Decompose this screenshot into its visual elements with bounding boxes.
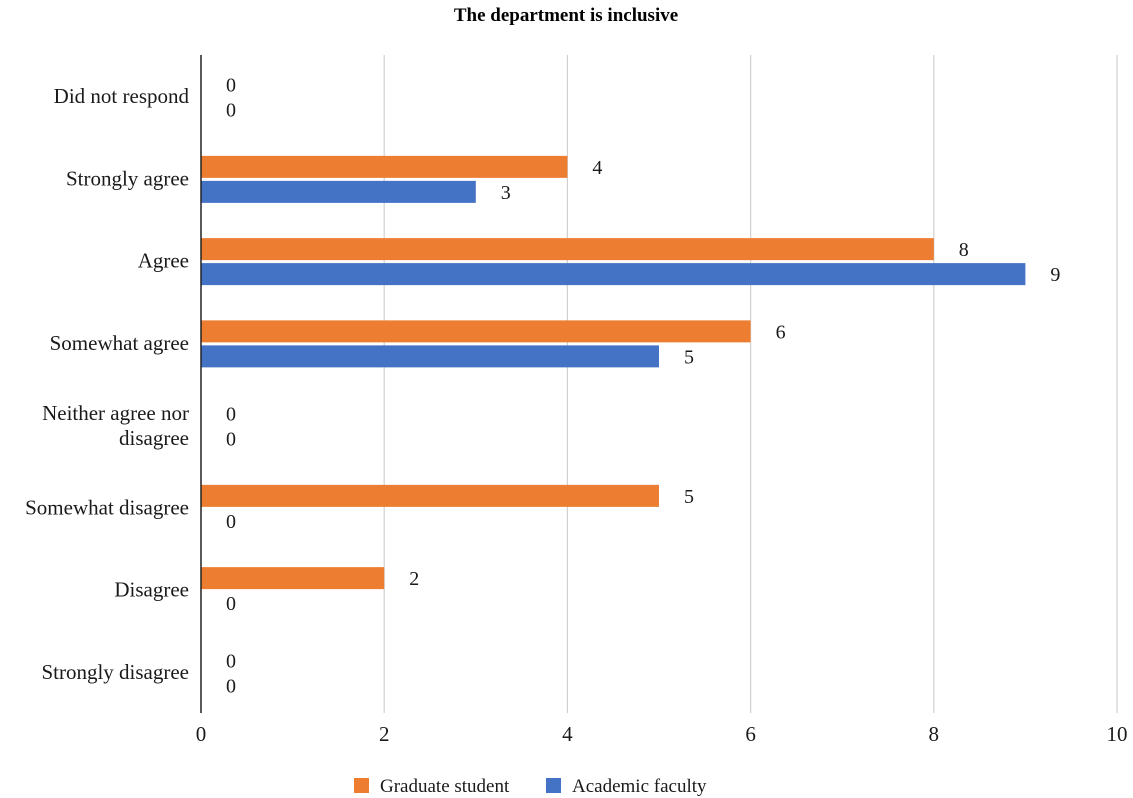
legend: Graduate student Academic faculty [354, 776, 707, 797]
bars [201, 155, 1026, 590]
category-labels: Did not respond Strongly agree Agree Somewh… [25, 84, 189, 684]
data-label: 0 [226, 100, 236, 122]
bar [201, 155, 568, 178]
data-label: 3 [501, 182, 511, 204]
category-label: Strongly agree [66, 166, 189, 190]
category-label: Somewhat disagree [25, 495, 189, 519]
data-label: 5 [684, 486, 694, 508]
x-tick-label: 6 [745, 722, 756, 746]
bar [201, 484, 659, 507]
data-label: 0 [226, 675, 236, 697]
data-label: 4 [592, 157, 602, 179]
data-label: 0 [226, 75, 236, 97]
legend-swatch [354, 778, 369, 793]
data-labels: 0 0 4 3 8 9 6 5 0 0 5 0 2 0 0 0 [226, 75, 1060, 698]
data-label: 8 [959, 239, 969, 261]
x-tick-label: 10 [1107, 722, 1128, 746]
bar [201, 263, 1026, 286]
data-label: 0 [226, 650, 236, 672]
gridlines [383, 55, 1118, 713]
data-label: 0 [226, 511, 236, 533]
bar [201, 567, 385, 590]
category-label: Did not respond [54, 84, 190, 108]
bar [201, 180, 476, 203]
data-label: 0 [226, 404, 236, 426]
x-tick-labels: 0 2 4 6 8 10 [196, 722, 1128, 746]
category-label: Agree [138, 249, 189, 273]
bar [201, 320, 751, 343]
data-label: 5 [684, 346, 694, 368]
category-label: Disagree [114, 578, 189, 602]
category-label: Neither agree nor disagree [42, 401, 189, 450]
category-label: Strongly disagree [41, 660, 189, 684]
x-tick-label: 2 [379, 722, 390, 746]
legend-label: Graduate student [380, 776, 510, 797]
x-tick-label: 0 [196, 722, 207, 746]
legend-swatch [546, 778, 561, 793]
bar [201, 345, 659, 368]
data-label: 9 [1050, 264, 1060, 286]
x-tick-label: 8 [929, 722, 940, 746]
x-tick-label: 4 [562, 722, 573, 746]
data-label: 2 [409, 568, 419, 590]
data-label: 0 [226, 593, 236, 615]
data-label: 6 [776, 321, 786, 343]
data-label: 0 [226, 429, 236, 451]
chart-title: The department is inclusive [454, 5, 678, 26]
category-label: Somewhat agree [50, 331, 189, 355]
legend-label: Academic faculty [572, 776, 707, 797]
bar [201, 238, 934, 261]
